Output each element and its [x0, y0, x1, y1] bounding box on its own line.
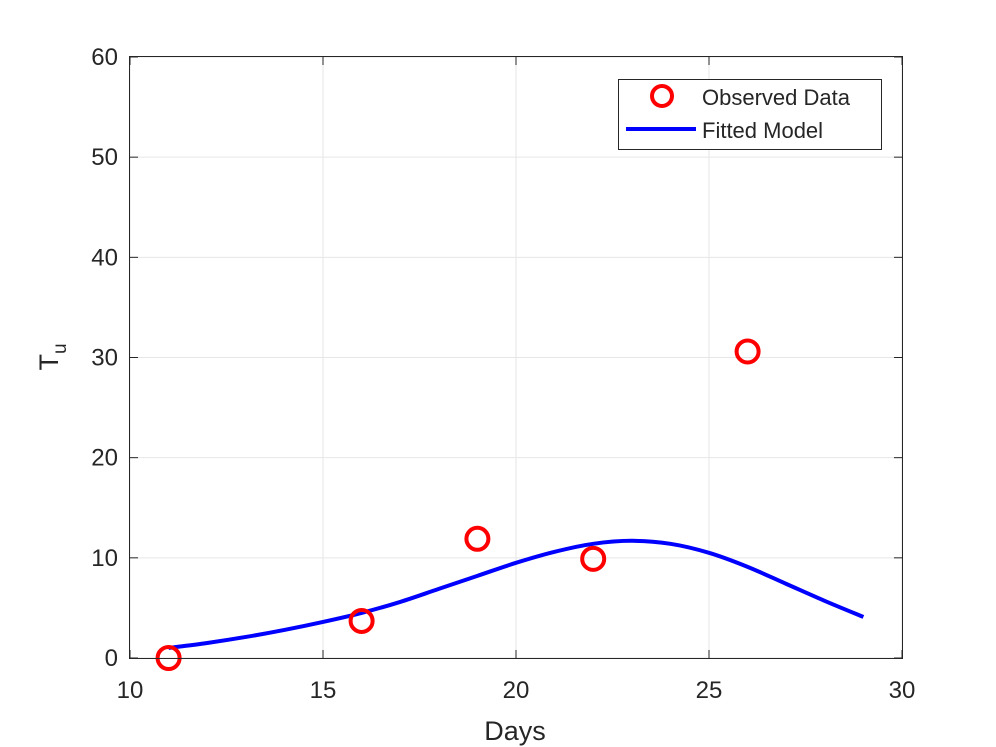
- legend-box: [618, 79, 882, 150]
- y-axis-label-subscript: u: [50, 343, 71, 354]
- x-tick-label: 15: [310, 677, 337, 704]
- y-tick-label: 50: [91, 144, 118, 171]
- fitted-model-line: [168, 538, 865, 650]
- y-axis-label-base: T: [34, 354, 64, 371]
- y-tick-label: 60: [91, 44, 118, 71]
- y-tick-label: 0: [105, 645, 118, 672]
- observed-data-point: [464, 525, 491, 552]
- legend: Observed Data Fitted Model: [618, 79, 882, 150]
- y-axis-label: Tu: [34, 343, 71, 370]
- x-tick-label: 25: [696, 677, 723, 704]
- axis-ticks: 10 15 20 25 30 0 10 20 30 40 50 60: [91, 44, 915, 704]
- x-axis-label: Days: [484, 716, 546, 746]
- axes-box: [129, 56, 903, 659]
- legend-label-fitted: Fitted Model: [702, 118, 823, 143]
- y-tick-label: 40: [91, 244, 118, 271]
- x-tick-label: 20: [503, 677, 530, 704]
- y-tick-label: 20: [91, 445, 118, 472]
- x-tick-label: 30: [889, 677, 916, 704]
- legend-marker-observed: [650, 84, 674, 108]
- observed-data-point: [734, 338, 761, 365]
- observed-data-point: [580, 545, 607, 572]
- legend-label-observed: Observed Data: [702, 85, 851, 110]
- y-tick-label: 30: [91, 345, 118, 372]
- plot-series: [155, 338, 865, 671]
- observed-data-point: [348, 607, 375, 634]
- y-tick-label: 10: [91, 545, 118, 572]
- x-tick-label: 10: [117, 677, 144, 704]
